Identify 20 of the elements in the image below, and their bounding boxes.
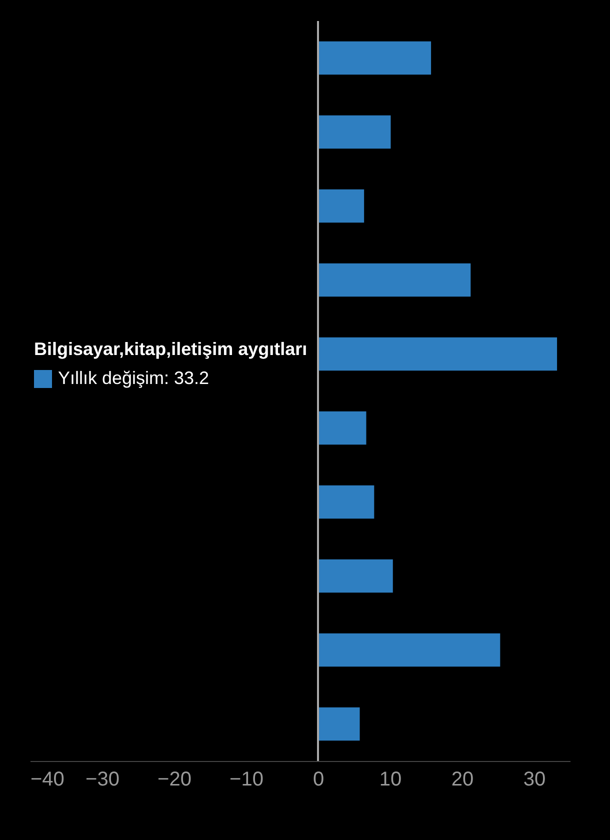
bar: [318, 115, 391, 149]
x-tick-label: −10: [230, 768, 264, 790]
annotation: Bilgisayar,kitap,iletişim aygıtları: [34, 339, 308, 360]
annotation: Yıllık değişim: 33.2: [58, 368, 210, 389]
bar: [318, 337, 558, 371]
x-tick-label: −40: [30, 768, 64, 790]
x-tick-label: −30: [86, 768, 120, 790]
bar: [318, 263, 471, 297]
x-tick-label: −20: [158, 768, 192, 790]
bar: [318, 559, 393, 593]
bar: [318, 485, 374, 519]
bar: [318, 411, 366, 445]
x-tick-label: 10: [379, 768, 402, 790]
bar: [318, 633, 500, 667]
bar: [318, 707, 360, 741]
bar: [318, 41, 432, 75]
x-tick-label: 30: [523, 768, 546, 790]
x-tick-label: 20: [451, 768, 474, 790]
bar: [318, 189, 364, 223]
x-tick-label: 0: [312, 768, 324, 790]
